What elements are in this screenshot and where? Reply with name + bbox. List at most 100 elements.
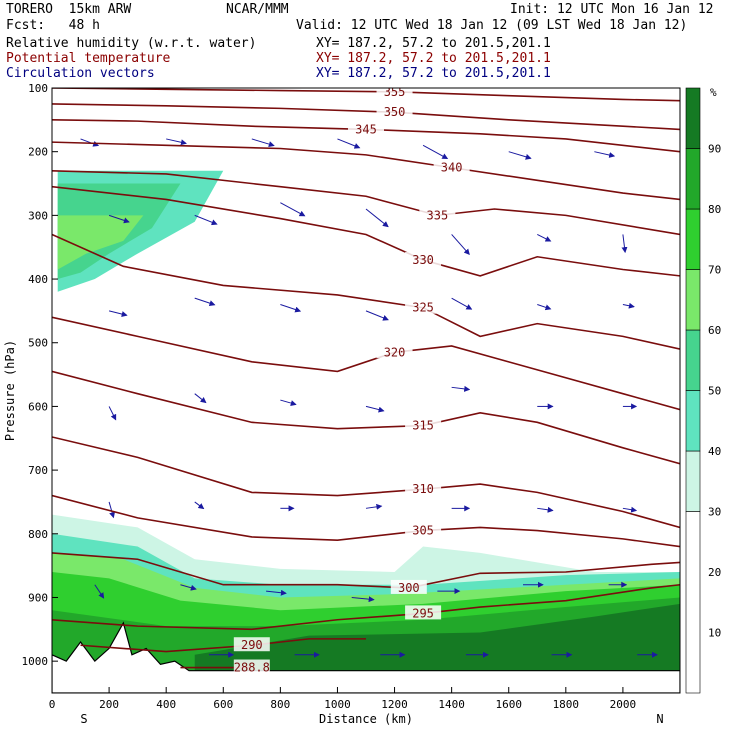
colorbar-label-80: 80 [708,203,721,216]
isentrope-325 [52,233,680,350]
wind-vector-31 [365,503,383,510]
wind-vector-15 [194,297,216,307]
model-title: TORERO 15km ARW [6,2,132,17]
wind-vector-12 [537,234,552,242]
x-end-label-right: N [656,712,663,726]
x-tick-label-1200: 1200 [381,698,408,711]
wind-vector-36 [180,584,197,591]
wind-vector-23 [280,399,297,406]
isentrope-label-bg-320 [376,344,413,359]
isentrope-label-330: 330 [412,253,434,267]
isentrope-340 [52,141,680,201]
isentrope-label-350: 350 [384,105,406,119]
isentrope-label-295: 295 [412,606,434,620]
y-tick-label-100: 100 [28,82,48,95]
colorbar-bin-5 [685,208,701,270]
isentrope-335 [52,169,680,236]
rh-region-2 [57,215,144,270]
isentrope-label-bg-335 [419,207,456,222]
field-rh-xy: XY= 187.2, 57.2 to 201.5,201.1 [316,36,551,51]
wind-vector-35 [94,584,105,599]
isentrope-355 [52,88,680,102]
field-rh-name: Relative humidity (w.r.t. water) [6,36,257,51]
x-tick-label-1600: 1600 [495,698,522,711]
isentrope-label-345: 345 [355,122,377,136]
x-tick-label-0: 0 [49,698,56,711]
y-tick-label-600: 600 [28,400,48,413]
colorbar-label-10: 10 [708,627,721,640]
isentrope-315 [52,370,680,465]
wind-vector-22 [194,393,207,404]
isentrope-label-300: 300 [398,581,420,595]
colorbar-bin-7 [685,87,701,149]
isentrope-label-320: 320 [384,345,406,359]
y-tick-label-200: 200 [28,146,48,159]
y-tick-label-700: 700 [28,464,48,477]
wind-vector-24 [365,405,385,413]
y-tick-label-400: 400 [28,273,48,286]
wind-vector-25 [451,385,471,392]
x-tick-label-800: 800 [270,698,290,711]
isentrope-label-bg-345 [348,121,384,136]
wind-vector-16 [280,304,302,313]
colorbar-label-30: 30 [708,506,721,519]
wind-vector-layer [80,138,658,658]
colorbar-bin-6 [685,148,701,210]
wind-vector-19 [537,304,552,311]
isentrope-label-355: 355 [384,85,406,99]
wind-vector-1 [166,138,187,146]
isentrope-label-290: 290 [241,638,263,652]
x-tick-label-600: 600 [213,698,233,711]
isentrope-label-305: 305 [412,524,434,538]
colorbar-bin-4 [685,269,701,331]
wind-vector-34 [622,506,638,513]
y-tick-label-300: 300 [28,209,48,222]
colorbar-label-70: 70 [708,264,721,277]
wind-vector-33 [537,506,554,513]
wind-vector-9 [280,202,306,217]
isentrope-label-325: 325 [412,301,434,315]
wind-vector-17 [365,310,389,321]
y-tick-label-900: 900 [28,591,48,604]
x-tick-label-2000: 2000 [610,698,637,711]
wind-vector-2 [251,138,275,147]
isentrope-label-315: 315 [412,419,434,433]
field-theta-xy: XY= 187.2, 57.2 to 201.5,201.1 [316,51,551,66]
wind-vector-0 [80,138,100,147]
isentrope-label-bg-315 [405,417,442,432]
colorbar-bin-3 [685,329,701,391]
isentrope-label-bg-290 [233,637,270,652]
wind-vector-4 [422,144,449,159]
wind-vector-11 [451,234,470,256]
isentrope-label-bg-350 [376,104,413,119]
wind-vector-6 [594,151,616,158]
wind-vector-5 [508,151,532,160]
colorbar-unit: % [710,86,717,99]
isentrope-label-bg-305 [405,522,442,537]
y-axis-title: Pressure (hPa) [3,340,17,441]
wind-vector-37 [266,589,287,596]
isentrope-label-288.8: 288.8 [234,661,270,675]
terrain-surface [52,621,680,693]
org-label: NCAR/MMM [226,2,289,17]
wind-vector-3 [337,138,361,149]
isentrope-label-bg-295 [405,605,442,620]
wind-vector-18 [451,297,473,310]
x-tick-label-1800: 1800 [553,698,580,711]
colorbar-bin-2 [685,390,701,452]
colorbar-label-90: 90 [708,143,721,156]
x-tick-label-200: 200 [99,698,119,711]
isentrope-label-bg-330 [405,251,442,266]
wind-vector-29 [194,501,205,510]
colorbar-label-50: 50 [708,385,721,398]
wind-vector-28 [108,501,116,519]
isentrope-label-bg-355 [376,88,413,98]
wind-vector-8 [194,214,218,226]
wind-vector-13 [621,234,628,254]
y-tick-label-1000: 1000 [22,655,49,668]
x-end-label-left: S [80,712,87,726]
isentrope-label-bg-300 [390,579,427,594]
isentrope-label-310: 310 [412,482,434,496]
field-vectors-xy: XY= 187.2, 57.2 to 201.5,201.1 [316,66,551,81]
wind-vector-7 [108,214,130,224]
